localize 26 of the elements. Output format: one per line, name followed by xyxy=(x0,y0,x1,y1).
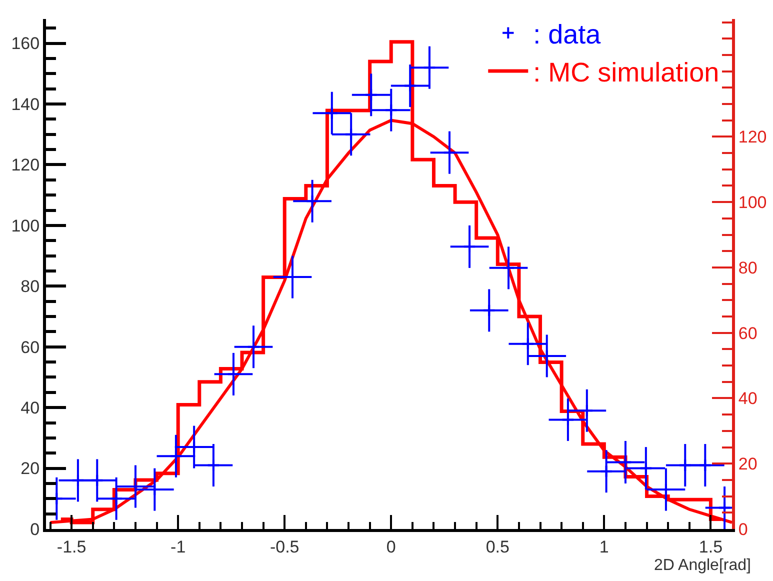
x-tick-label: 0.5 xyxy=(486,537,510,556)
y-tick-label: 160 xyxy=(11,34,40,54)
y2-tick-label: 0 xyxy=(738,520,748,539)
x-tick-label: 1.5 xyxy=(698,537,723,556)
x-tick-label: -0.5 xyxy=(270,537,300,556)
y2-tick-label: 80 xyxy=(738,258,758,278)
y2-tick-label: 40 xyxy=(738,389,758,408)
legend-label: : data xyxy=(533,19,602,50)
y2-tick-label: 60 xyxy=(738,324,758,343)
x-tick-label: -1.5 xyxy=(56,537,86,556)
y2-tick-label: 100 xyxy=(738,193,767,212)
x-axis-title: 2D Angle[rad] xyxy=(654,557,751,574)
y-tick-label: 100 xyxy=(11,216,40,236)
y2-tick-label: 20 xyxy=(738,454,758,474)
x-tick-label: 1 xyxy=(599,537,609,556)
y-tick-label: 80 xyxy=(20,277,40,296)
y-tick-label: 140 xyxy=(11,94,40,114)
y-tick-label: 120 xyxy=(11,156,40,175)
y-tick-label: 60 xyxy=(20,338,40,357)
y-tick-label: 0 xyxy=(30,520,40,539)
y-tick-label: 20 xyxy=(20,459,40,478)
y-tick-label: 40 xyxy=(20,398,40,418)
y2-tick-label: 120 xyxy=(738,128,767,147)
x-tick-label: 0 xyxy=(386,537,396,556)
x-tick-label: -1 xyxy=(170,537,186,556)
legend-label: : MC simulation xyxy=(533,57,720,88)
